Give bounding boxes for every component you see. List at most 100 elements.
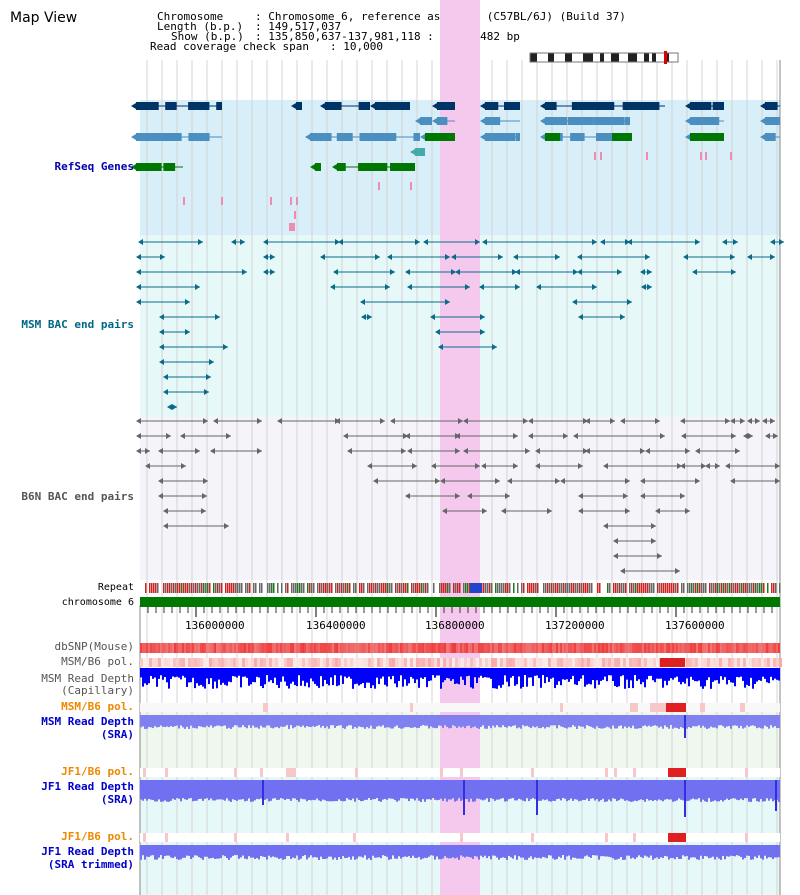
pol-density [704,658,707,667]
repeat-mark [359,583,361,593]
depth-area [262,725,264,728]
depth-area [762,798,764,802]
depth-area [488,798,490,802]
strand-arrow [592,284,597,290]
dbsnp-density [500,643,502,653]
strand-arrow [495,478,500,484]
depth-area [306,725,308,727]
depth-area [600,725,602,729]
dbsnp-density [684,643,686,653]
strand-arrow [138,239,143,245]
pol-density [341,658,344,667]
depth-area [778,725,780,728]
depth-area [742,855,744,860]
repeat-mark [215,583,217,593]
dbsnp-density [194,643,196,653]
depth-area [696,725,698,727]
depth-area [650,798,652,801]
depth-bar [260,671,262,687]
strand-arrow [380,418,385,424]
repeat-mark [545,583,547,593]
dbsnp-density [702,643,704,653]
depth-area [706,855,708,857]
depth-area [730,725,732,729]
dbsnp-density [200,643,202,653]
depth-area [740,855,742,857]
depth-area [188,855,190,856]
dbsnp-density [386,643,388,653]
depth-area [778,855,780,858]
depth-area [314,725,316,727]
depth-area [474,725,476,727]
strand-arrow [482,508,487,514]
dbsnp-density [772,643,774,653]
repeat-mark [149,583,151,593]
pol-density [422,658,425,667]
repeat-mark [693,583,695,593]
pol-density [653,658,656,667]
repeat-mark [229,583,231,593]
pol-density [155,658,158,667]
pol-density [311,658,314,667]
dbsnp-density [402,643,404,653]
depth-bar [690,671,692,677]
pol-density [425,658,428,667]
depth-area [530,798,532,800]
depth-bar [762,671,764,677]
depth-area [508,725,510,727]
depth-area [408,855,410,857]
strand-arrow [335,418,340,424]
dbsnp-density [550,643,552,653]
depth-bar [602,671,604,680]
depth-area [672,855,674,858]
strand-arrow [655,508,660,514]
pol-density [440,768,443,777]
strand-arrow [215,314,220,320]
repeat-mark [201,583,203,593]
pol-density [488,658,491,667]
depth-area [528,798,530,802]
depth-bar [522,671,524,687]
pol-density [230,658,233,667]
pol-density [666,703,686,712]
depth-area [312,855,314,858]
repeat-mark [327,583,329,593]
depth-bar [432,671,434,676]
depth-area [414,725,416,728]
depth-bar [658,671,660,679]
dbsnp-density [482,643,484,653]
pol-density [530,658,533,667]
gene-exon [420,117,432,125]
depth-area [394,855,396,859]
depth-area [344,855,346,859]
depth-area [768,798,770,801]
depth-area [644,798,646,802]
depth-area [608,725,610,728]
depth-area [324,725,326,729]
depth-area [140,780,780,798]
depth-area [676,725,678,729]
repeat-mark [373,583,375,593]
strand-arrow [613,553,618,559]
dbsnp-density [376,643,378,653]
depth-area [444,855,446,857]
dbsnp-density [258,643,260,653]
pol-density [599,658,602,667]
depth-area [158,725,160,727]
depth-bar [264,671,266,685]
strand-arrow [435,478,440,484]
depth-bar [246,671,248,678]
depth-area [420,725,422,727]
dbsnp-density [762,643,764,653]
depth-area [690,798,692,800]
depth-area [198,855,200,858]
depth-bar [538,671,540,679]
gene-exon [136,133,173,141]
gene-exon [485,133,516,141]
gene-exon [160,133,182,141]
depth-area [428,855,430,857]
depth-area [230,725,232,729]
pol-density [263,658,266,667]
dbsnp-density [300,643,302,653]
